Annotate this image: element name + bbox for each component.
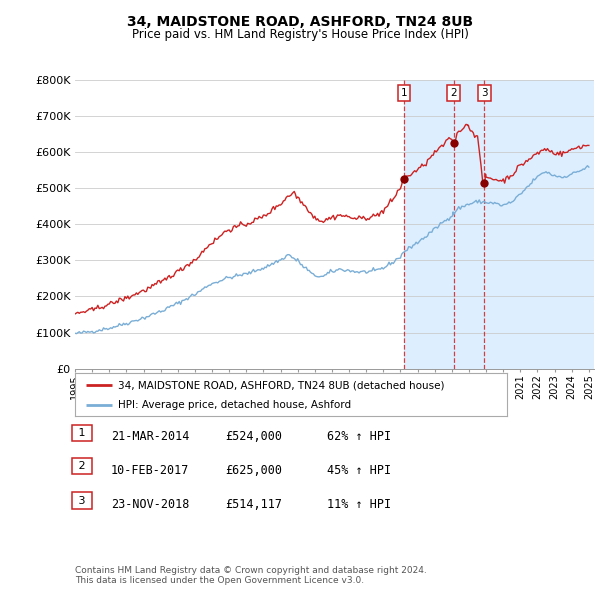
Text: 34, MAIDSTONE ROAD, ASHFORD, TN24 8UB: 34, MAIDSTONE ROAD, ASHFORD, TN24 8UB — [127, 15, 473, 29]
Text: 21-MAR-2014: 21-MAR-2014 — [111, 430, 190, 443]
Text: 2: 2 — [75, 461, 89, 471]
Text: 1: 1 — [401, 88, 407, 98]
Text: £524,000: £524,000 — [225, 430, 282, 443]
Text: 1: 1 — [75, 428, 89, 438]
Text: 45% ↑ HPI: 45% ↑ HPI — [327, 464, 391, 477]
Text: 11% ↑ HPI: 11% ↑ HPI — [327, 498, 391, 511]
Text: £514,117: £514,117 — [225, 498, 282, 511]
Text: 3: 3 — [75, 496, 89, 506]
Text: 34, MAIDSTONE ROAD, ASHFORD, TN24 8UB (detached house): 34, MAIDSTONE ROAD, ASHFORD, TN24 8UB (d… — [118, 381, 445, 391]
Text: Contains HM Land Registry data © Crown copyright and database right 2024.
This d: Contains HM Land Registry data © Crown c… — [75, 566, 427, 585]
Text: 10-FEB-2017: 10-FEB-2017 — [111, 464, 190, 477]
Text: 23-NOV-2018: 23-NOV-2018 — [111, 498, 190, 511]
Text: Price paid vs. HM Land Registry's House Price Index (HPI): Price paid vs. HM Land Registry's House … — [131, 28, 469, 41]
Bar — [404, 80, 594, 369]
Text: 2: 2 — [451, 88, 457, 98]
Text: HPI: Average price, detached house, Ashford: HPI: Average price, detached house, Ashf… — [118, 400, 352, 410]
Text: £625,000: £625,000 — [225, 464, 282, 477]
Text: 3: 3 — [481, 88, 488, 98]
Text: 62% ↑ HPI: 62% ↑ HPI — [327, 430, 391, 443]
